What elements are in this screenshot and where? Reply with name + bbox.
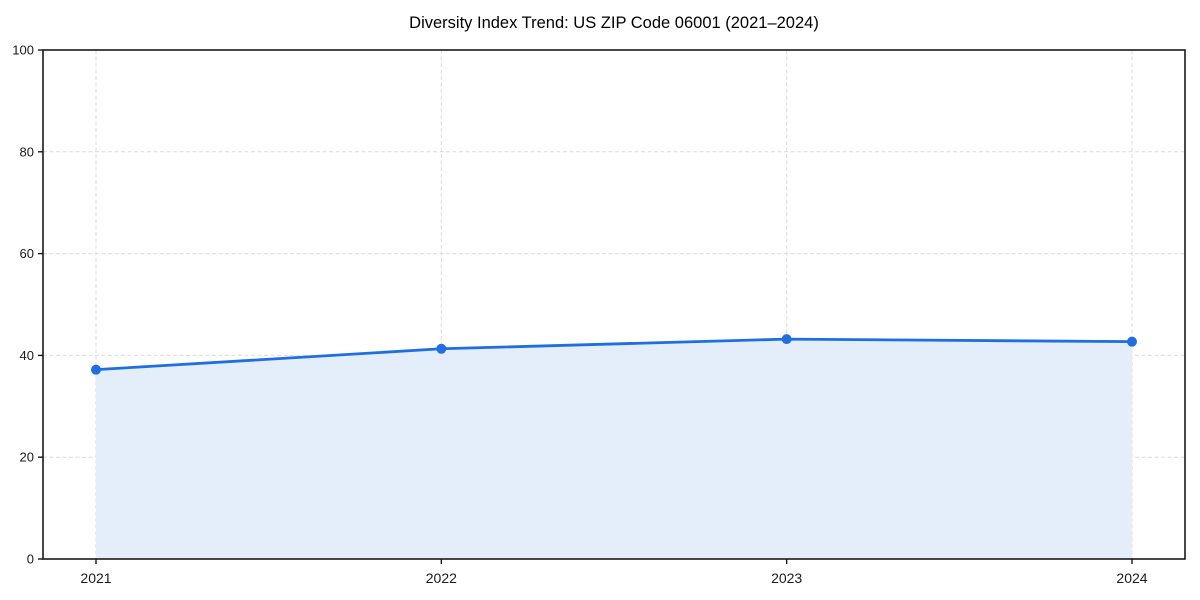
x-tick-label: 2022 <box>426 570 457 586</box>
y-tick-label: 80 <box>20 144 34 159</box>
area-fill <box>96 339 1132 559</box>
y-tick-label: 100 <box>12 43 34 58</box>
trend-line <box>94 337 1134 372</box>
data-point-2024 <box>1127 336 1137 347</box>
data-points-layer <box>91 334 1137 375</box>
y-tick-label: 60 <box>20 246 34 261</box>
y-tick-label: 40 <box>20 348 34 363</box>
area-fill-layer <box>96 339 1132 559</box>
x-tick-label: 2021 <box>80 570 111 586</box>
data-point-2022 <box>436 343 447 354</box>
x-tick-label: 2024 <box>1116 570 1147 586</box>
chart-title: Diversity Index Trend: US ZIP Code 06001… <box>409 14 819 32</box>
x-tick-label: 2023 <box>771 570 802 586</box>
trend-line-layer <box>94 337 1134 372</box>
y-tick-label: 0 <box>27 552 34 567</box>
data-point-2021 <box>91 364 101 375</box>
tick-labels-layer: 0 20 40 60 80 100 2021 2022 2023 2024 <box>12 43 1147 587</box>
axes-layer <box>38 49 1186 564</box>
data-point-2023 <box>781 334 792 345</box>
plot-border <box>42 49 1186 560</box>
y-tick-label: 20 <box>20 450 34 465</box>
